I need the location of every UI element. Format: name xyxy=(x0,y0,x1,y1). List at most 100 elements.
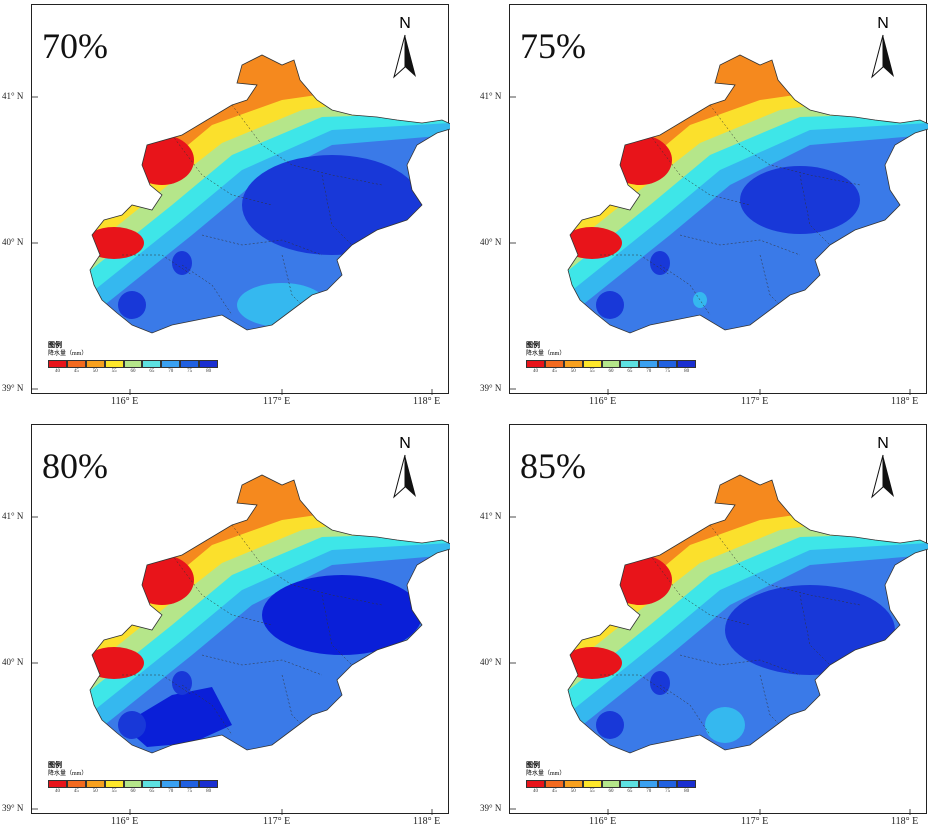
lon-label: 116° E xyxy=(111,816,139,827)
legend-title: 图例 xyxy=(526,341,540,349)
north-arrow: N xyxy=(868,15,898,81)
legend-swatch xyxy=(85,360,105,368)
heavy-rain-spot xyxy=(172,671,192,695)
heavy-rain-zone xyxy=(242,155,422,255)
heavy-rain-spot xyxy=(596,291,624,319)
legend-ticks: 40 45 50 55 60 65 70 75 80 xyxy=(526,789,696,794)
legend-tick: 40 xyxy=(532,369,538,374)
lat-label: 39° N xyxy=(2,383,24,393)
heavy-rain-spot xyxy=(118,711,146,739)
legend-swatch xyxy=(582,780,602,788)
legend-swatch xyxy=(142,780,162,788)
map-panel: 70% N 图例 降水量（mm） 40 45 50 55 60 65 70 75 80 41° N 40° … xyxy=(2,4,450,395)
lon-label: 116° E xyxy=(111,396,139,407)
light-rain-patch xyxy=(693,292,707,308)
north-arrow-icon xyxy=(393,454,416,499)
lon-label: 116° E xyxy=(589,396,617,407)
map-panel: 75% N 图例 降水量（mm） 40 45 50 55 60 65 70 75 80 41° N 40° … xyxy=(480,4,928,395)
precipitation-map xyxy=(32,54,450,395)
heavy-rain-spot xyxy=(596,711,624,739)
legend-swatch xyxy=(582,360,602,368)
scenario-label: 80% xyxy=(42,446,108,486)
legend-swatch xyxy=(161,360,181,368)
legend-tick: 75 xyxy=(665,369,671,374)
lon-label: 118° E xyxy=(413,396,441,407)
legend-tick: 60 xyxy=(608,789,614,794)
legend-tick: 70 xyxy=(168,789,174,794)
legend-swatch xyxy=(601,780,621,788)
scenario-label: 70% xyxy=(42,26,108,66)
legend-tick: 60 xyxy=(130,789,136,794)
legend-swatches xyxy=(526,360,697,368)
legend-swatch xyxy=(544,780,564,788)
scenario-label: 75% xyxy=(520,26,586,66)
legend-tick: 40 xyxy=(532,789,538,794)
legend-tick: 70 xyxy=(168,369,174,374)
legend-ticks: 40 45 50 55 60 65 70 75 80 xyxy=(526,369,696,374)
heavy-rain-zone xyxy=(725,585,895,675)
lat-label: 41° N xyxy=(2,511,24,521)
legend-swatch xyxy=(639,780,659,788)
legend-tick: 60 xyxy=(130,369,136,374)
legend-tick: 65 xyxy=(627,369,633,374)
north-arrow: N xyxy=(390,435,420,501)
legend-tick: 75 xyxy=(665,789,671,794)
legend-tick: 80 xyxy=(206,369,212,374)
legend-swatch xyxy=(658,780,678,788)
map-panel: 85% N 图例 降水量（mm） 40 45 50 55 60 65 70 75 80 41° N 40° … xyxy=(480,424,928,815)
north-letter: N xyxy=(877,15,889,32)
lon-label: 117° E xyxy=(263,396,291,407)
lon-label: 117° E xyxy=(263,816,291,827)
legend-swatch xyxy=(85,780,105,788)
region-boundary xyxy=(89,474,450,754)
precipitation-map xyxy=(510,474,928,815)
legend-swatches xyxy=(48,360,219,368)
district-boundaries xyxy=(600,104,861,316)
north-letter: N xyxy=(399,15,411,32)
dry-zone xyxy=(608,555,672,605)
legend-tick: 70 xyxy=(646,789,652,794)
legend-swatch xyxy=(48,360,67,368)
legend-tick: 65 xyxy=(627,789,633,794)
north-letter: N xyxy=(877,435,889,452)
lat-label: 40° N xyxy=(480,657,502,667)
scenario-label: 85% xyxy=(520,446,586,486)
legend-swatch xyxy=(544,360,564,368)
dry-zone xyxy=(608,135,672,185)
legend-swatch xyxy=(658,360,678,368)
legend-tick: 80 xyxy=(684,369,690,374)
north-arrow: N xyxy=(390,15,420,81)
legend-tick: 40 xyxy=(54,369,60,374)
legend-tick: 55 xyxy=(111,789,117,794)
legend-swatch xyxy=(48,780,67,788)
legend-swatch xyxy=(180,780,200,788)
legend-tick: 55 xyxy=(589,369,595,374)
legend-unit: 降水量（mm） xyxy=(48,351,88,357)
lon-label: 116° E xyxy=(589,816,617,827)
legend-swatches xyxy=(526,780,697,788)
legend-tick: 45 xyxy=(551,369,557,374)
lon-label: 118° E xyxy=(891,816,919,827)
light-rain-patch xyxy=(705,707,745,743)
dry-zone xyxy=(568,647,622,679)
legend-unit: 降水量（mm） xyxy=(526,351,566,357)
map-panel: 80% N 图例 降水量（mm） 40 45 50 55 60 65 70 75 80 41° N 40° … xyxy=(2,424,450,815)
lat-label: 41° N xyxy=(2,91,24,101)
lat-label: 39° N xyxy=(2,803,24,813)
heavy-rain-spot xyxy=(118,291,146,319)
legend-tick: 50 xyxy=(570,369,576,374)
legend-swatch xyxy=(123,360,143,368)
legend: 图例 降水量（mm） 40 45 50 55 60 65 70 75 80 xyxy=(48,761,219,794)
heavy-rain-zone xyxy=(262,575,422,655)
north-arrow: N xyxy=(868,435,898,501)
legend-title: 图例 xyxy=(48,761,62,769)
lat-label: 39° N xyxy=(480,803,502,813)
legend-swatch xyxy=(620,780,640,788)
legend-tick: 70 xyxy=(646,369,652,374)
lat-label: 41° N xyxy=(480,511,502,521)
legend-tick: 65 xyxy=(149,369,155,374)
precipitation-map xyxy=(510,54,928,395)
north-arrow-icon xyxy=(393,34,416,79)
legend: 图例 降水量（mm） 40 45 50 55 60 65 70 75 80 xyxy=(526,761,697,794)
legend-unit: 降水量（mm） xyxy=(48,771,88,777)
